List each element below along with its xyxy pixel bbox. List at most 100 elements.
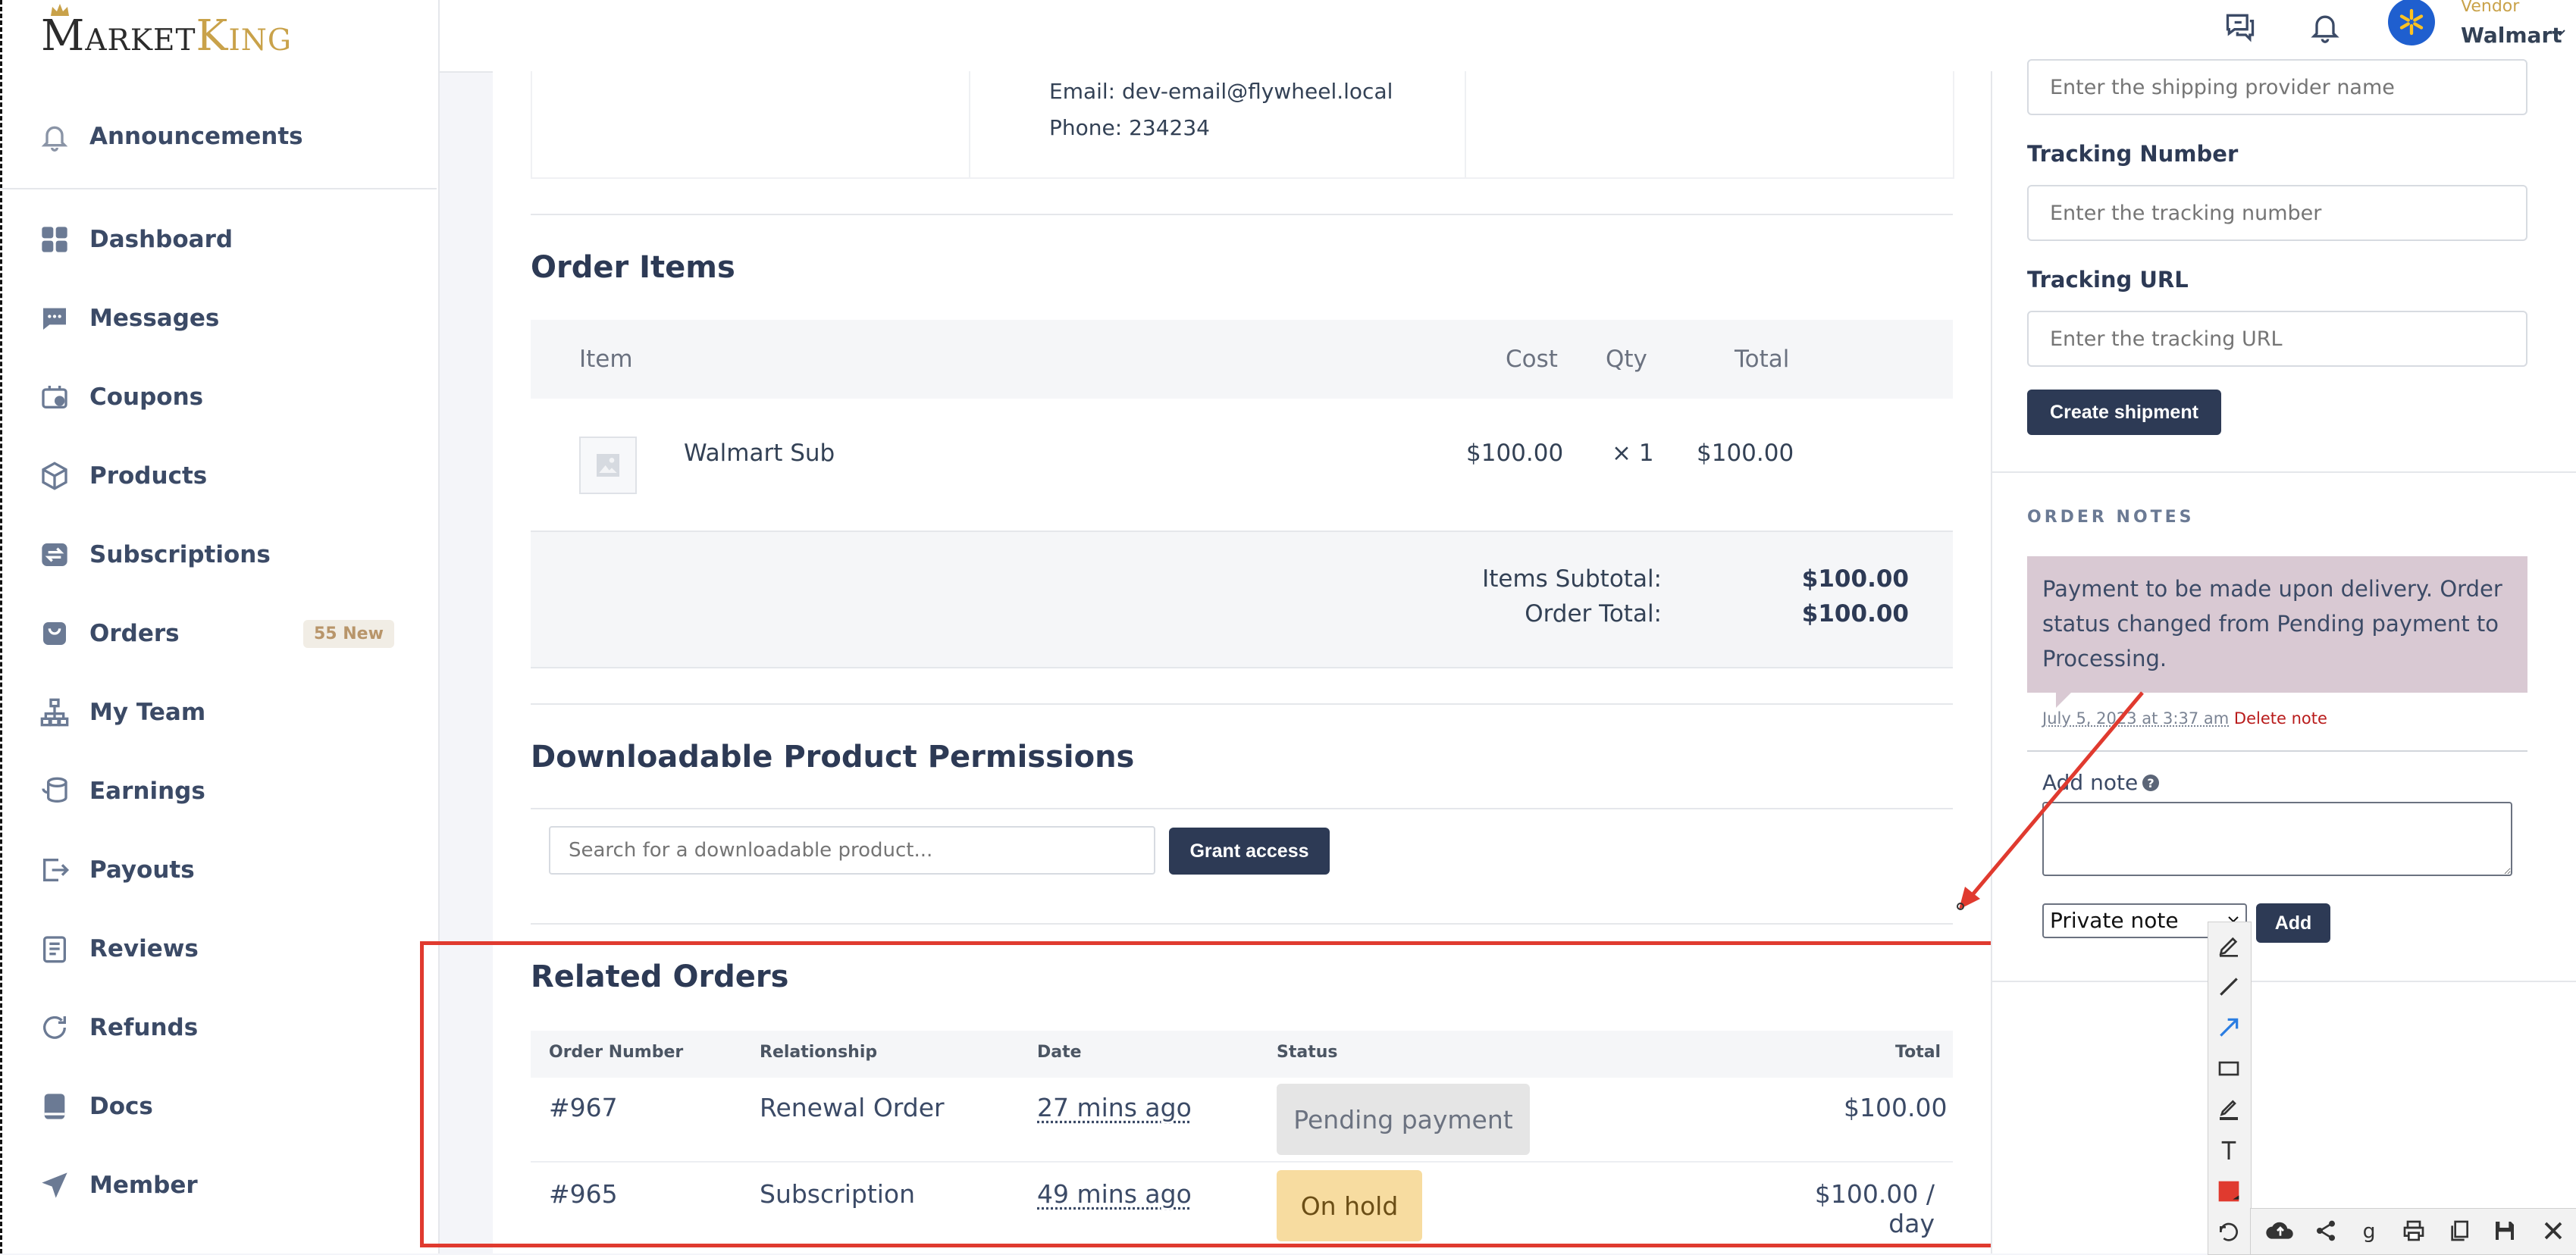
dashboard-icon xyxy=(38,223,71,256)
line-tool-icon[interactable] xyxy=(2212,970,2245,1003)
print-icon[interactable] xyxy=(2396,1213,2432,1249)
orders-icon xyxy=(38,617,71,650)
sidebar-item-reviews[interactable]: Reviews xyxy=(0,909,437,988)
downloadable-product-search-input[interactable] xyxy=(549,826,1155,875)
sidebar-item-member[interactable]: Member xyxy=(0,1146,437,1225)
vendor-name[interactable]: Walmart xyxy=(2461,23,2562,48)
create-shipment-button[interactable]: Create shipment xyxy=(2027,390,2221,435)
team-icon xyxy=(38,696,71,729)
help-icon[interactable]: ? xyxy=(2142,775,2159,791)
save-icon[interactable] xyxy=(2487,1213,2523,1249)
share-icon[interactable] xyxy=(2308,1213,2344,1249)
close-icon[interactable] xyxy=(2535,1213,2571,1249)
panel-divider xyxy=(1991,471,2576,473)
sidebar-item-earnings[interactable]: Earnings xyxy=(0,752,437,831)
order-item-total: $100.00 xyxy=(1697,440,1794,467)
sidebar-item-label: Dashboard xyxy=(89,226,233,253)
order-totals-box xyxy=(531,530,1953,668)
svg-text:g: g xyxy=(2363,1219,2376,1243)
section-divider xyxy=(531,923,1953,925)
cloud-upload-icon[interactable] xyxy=(2262,1213,2299,1249)
product-thumbnail xyxy=(579,437,637,494)
subscriptions-icon xyxy=(38,538,71,571)
sidebar-item-subscriptions[interactable]: Subscriptions xyxy=(0,515,437,594)
add-note-button[interactable]: Add xyxy=(2256,903,2330,943)
section-divider xyxy=(531,808,1953,809)
google-search-icon[interactable]: g xyxy=(2352,1213,2388,1249)
related-order-total: $100.00 / day xyxy=(1814,1179,1935,1238)
highlighter-tool-icon[interactable] xyxy=(2212,1093,2245,1126)
related-order-number[interactable]: #967 xyxy=(549,1093,618,1122)
sidebar: Market King Announcements Dashboard Messa… xyxy=(0,0,440,1253)
marketking-logo[interactable]: Market King xyxy=(41,3,292,61)
undo-icon[interactable] xyxy=(2212,1216,2245,1249)
section-divider xyxy=(531,214,1953,215)
sidebar-item-label: Orders xyxy=(89,620,180,647)
sidebar-item-messages[interactable]: Messages xyxy=(0,279,437,358)
column-header-status: Status xyxy=(1277,1043,1338,1062)
sidebar-item-dashboard[interactable]: Dashboard xyxy=(0,200,437,279)
sidebar-item-products[interactable]: Products xyxy=(0,437,437,515)
orders-new-badge: 55 New xyxy=(303,619,394,648)
related-order-relationship: Subscription xyxy=(760,1179,916,1209)
notification-bell-icon[interactable] xyxy=(2305,6,2346,47)
arrow-tool-icon[interactable] xyxy=(2212,1011,2245,1044)
pencil-tool-icon[interactable] xyxy=(2212,929,2245,962)
selection-dashed-border xyxy=(0,0,2,1253)
column-header-qty: Qty xyxy=(1606,346,1647,373)
refunds-icon xyxy=(38,1011,71,1044)
vendor-avatar[interactable] xyxy=(2388,0,2435,45)
order-notes-heading: ORDER NOTES xyxy=(2027,508,2195,527)
member-icon xyxy=(38,1169,71,1202)
related-order-date: 49 mins ago xyxy=(1037,1179,1192,1209)
delete-note-link[interactable]: Delete note xyxy=(2233,709,2327,728)
note-type-value: Private note xyxy=(2050,908,2179,933)
note-bubble-tail xyxy=(2056,691,2073,708)
sidebar-item-docs[interactable]: Docs xyxy=(0,1067,437,1146)
tracking-number-label: Tracking Number xyxy=(2027,141,2239,167)
add-note-textarea[interactable] xyxy=(2042,802,2512,876)
related-order-total: $100.00 xyxy=(1844,1093,1948,1122)
sidebar-item-payouts[interactable]: Payouts xyxy=(0,831,437,909)
sidebar-item-label: Reviews xyxy=(89,935,199,962)
chat-icon[interactable] xyxy=(2220,6,2261,47)
address-column-divider xyxy=(1465,71,1466,177)
sidebar-item-my-team[interactable]: My Team xyxy=(0,673,437,752)
reviews-icon xyxy=(38,932,71,966)
shipping-provider-input[interactable] xyxy=(2027,59,2527,115)
sidebar-item-label: Earnings xyxy=(89,778,205,805)
tracking-number-input[interactable] xyxy=(2027,185,2527,241)
order-item-cost: $100.00 xyxy=(1466,440,1564,467)
related-order-number[interactable]: #965 xyxy=(549,1179,618,1209)
annotation-toolbar xyxy=(2208,922,2252,1255)
crown-icon xyxy=(51,4,69,16)
sidebar-item-label: Coupons xyxy=(89,383,204,411)
grant-access-button[interactable]: Grant access xyxy=(1169,828,1330,875)
section-divider xyxy=(531,703,1953,705)
tracking-url-input[interactable] xyxy=(2027,311,2527,367)
sidebar-item-label: Products xyxy=(89,462,208,490)
sidebar-item-orders[interactable]: Orders 55 New xyxy=(0,594,437,673)
text-tool-icon[interactable] xyxy=(2212,1134,2245,1167)
sidebar-item-announcements[interactable]: Announcements xyxy=(0,97,437,176)
color-picker-icon[interactable] xyxy=(2212,1175,2245,1208)
order-total-value: $100.00 xyxy=(1801,600,1909,628)
messages-icon xyxy=(38,302,71,335)
sidebar-item-label: Announcements xyxy=(89,123,303,150)
column-header-item: Item xyxy=(579,346,633,373)
sidebar-item-refunds[interactable]: Refunds xyxy=(0,988,437,1067)
related-order-relationship: Renewal Order xyxy=(760,1093,945,1122)
address-box xyxy=(531,71,1954,179)
sidebar-item-label: Member xyxy=(89,1172,198,1199)
billing-email: Email: dev-email@flywheel.local xyxy=(1049,79,1393,104)
order-items-header xyxy=(531,320,1953,399)
column-header-cost: Cost xyxy=(1506,346,1558,373)
note-meta: July 5, 2023 at 3:37 am Delete note xyxy=(2042,709,2327,728)
order-item-name[interactable]: Walmart Sub xyxy=(684,440,835,467)
address-column xyxy=(531,71,970,177)
rectangle-tool-icon[interactable] xyxy=(2212,1052,2245,1085)
chevron-down-icon[interactable] xyxy=(2555,29,2565,36)
sidebar-divider xyxy=(0,188,437,189)
sidebar-item-coupons[interactable]: Coupons xyxy=(0,358,437,437)
copy-icon[interactable] xyxy=(2441,1213,2477,1249)
